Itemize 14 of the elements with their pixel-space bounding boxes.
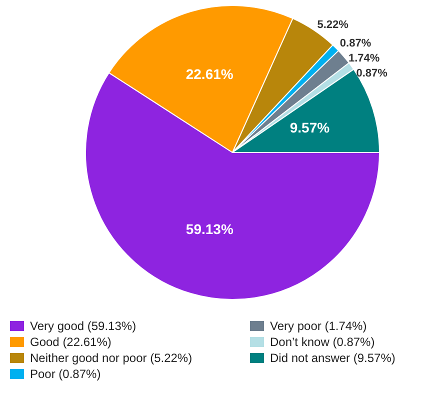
legend-label: Poor (0.87%)	[30, 367, 101, 381]
data-label: 0.87%	[356, 68, 388, 80]
data-label: 22.61%	[186, 66, 234, 82]
legend-label: Neither good nor poor (5.22%)	[30, 351, 192, 365]
data-label: 1.74%	[348, 52, 380, 65]
data-label: 9.57%	[290, 119, 330, 136]
legend-label: Did not answer (9.57%)	[270, 351, 396, 365]
legend-label: Good (22.61%)	[30, 335, 112, 349]
legend-label: Don’t know (0.87%)	[270, 335, 375, 349]
data-label: 5.22%	[317, 19, 349, 32]
data-label: 59.13%	[186, 220, 234, 237]
legend-label: Very poor (1.74%)	[270, 319, 367, 333]
legend-label: Very good (59.13%)	[30, 319, 136, 333]
data-label: 0.87%	[340, 38, 372, 50]
